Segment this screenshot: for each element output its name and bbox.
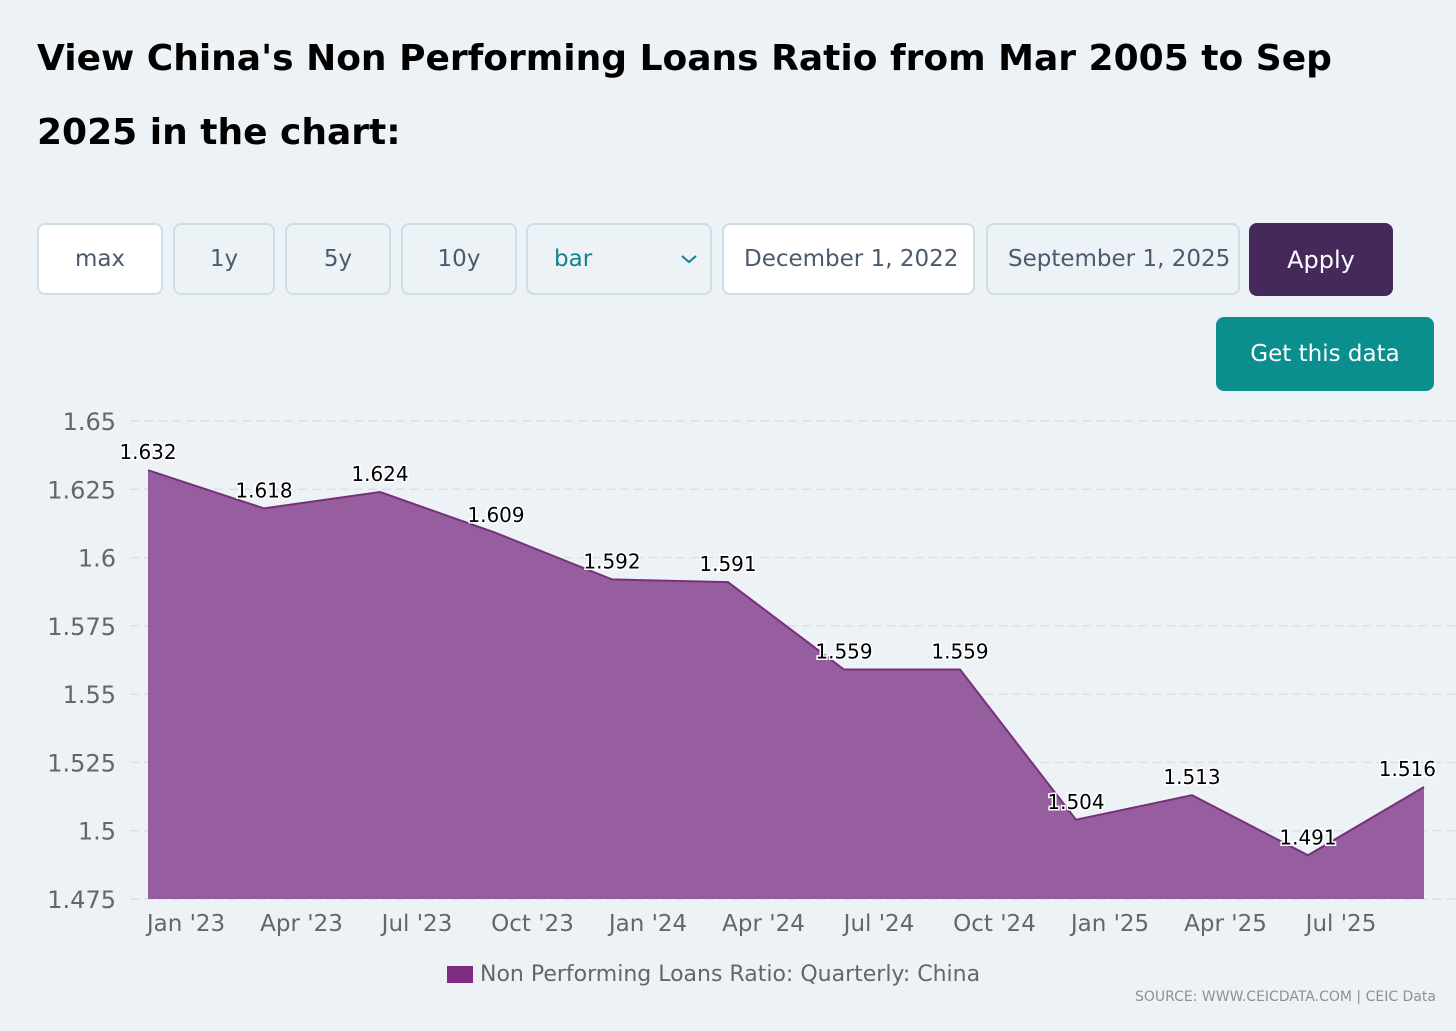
source-note: SOURCE: WWW.CEICDATA.COM | CEIC Data	[1134, 989, 1436, 1005]
data-label: 1.513	[1163, 765, 1220, 789]
chevron-down-icon	[681, 255, 697, 264]
data-label: 1.618	[235, 478, 292, 502]
start-date-input[interactable]: December 1, 2022	[722, 223, 975, 295]
series-area-fill	[148, 470, 1424, 899]
data-label: 1.609	[467, 503, 524, 527]
chart-type-value: bar	[554, 246, 593, 272]
x-tick-label: Jul '24	[842, 911, 915, 937]
y-tick-label: 1.6	[78, 545, 116, 573]
chart-legend[interactable]: Non Performing Loans Ratio: Quarterly: C…	[447, 961, 980, 987]
get-this-data-button[interactable]: Get this data	[1216, 317, 1434, 391]
data-label: 1.504	[1047, 790, 1104, 814]
range-10y-button[interactable]: 10y	[401, 223, 517, 295]
range-max-button[interactable]: max	[37, 223, 163, 295]
x-tick-label: Jan '25	[1069, 911, 1149, 937]
range-5y-button[interactable]: 5y	[285, 223, 391, 295]
x-tick-label: Jan '24	[607, 911, 687, 937]
y-tick-label: 1.625	[47, 476, 116, 504]
x-tick-label: Apr '24	[722, 911, 805, 937]
x-tick-label: Jul '23	[380, 911, 453, 937]
x-tick-label: Apr '23	[260, 911, 343, 937]
data-label: 1.632	[119, 440, 176, 464]
legend-swatch	[447, 965, 473, 983]
end-date-input[interactable]: September 1, 2025	[986, 223, 1240, 295]
data-label: 1.592	[583, 549, 640, 573]
x-tick-label: Jan '23	[145, 911, 225, 937]
data-label: 1.591	[699, 552, 756, 576]
y-tick-label: 1.575	[47, 613, 116, 641]
data-label: 1.559	[815, 640, 872, 664]
series-line	[147, 469, 1425, 857]
data-label: 1.491	[1279, 825, 1336, 849]
y-tick-label: 1.475	[47, 886, 116, 914]
y-axis-tick-labels: 1.475 1.5 1.525 1.55 1.575 1.6 1.625 1.65	[47, 408, 116, 914]
data-label: 1.559	[931, 640, 988, 664]
y-tick-label: 1.65	[63, 408, 116, 436]
y-tick-label: 1.5	[78, 818, 116, 846]
data-labels: 1.632 1.618 1.624 1.609 1.592 1.591 1.559 1.559…	[118, 439, 1438, 851]
x-tick-label: Oct '23	[491, 911, 574, 937]
legend-label: Non Performing Loans Ratio: Quarterly: C…	[480, 961, 981, 987]
x-tick-label: Apr '25	[1184, 911, 1267, 937]
data-label: 1.624	[351, 462, 408, 486]
y-tick-label: 1.525	[47, 749, 116, 777]
data-label: 1.516	[1379, 757, 1436, 781]
series-area	[147, 469, 1425, 899]
range-1y-button[interactable]: 1y	[173, 223, 275, 295]
x-axis-tick-labels: Jan '23 Apr '23 Jul '23 Oct '23 Jan '24 Apr '…	[145, 911, 1377, 937]
x-tick-label: Oct '24	[953, 911, 1036, 937]
x-tick-label: Jul '25	[1304, 911, 1377, 937]
page-title: View China's Non Performing Loans Ratio …	[37, 38, 1332, 153]
npl-ratio-chart: 1.475 1.5 1.525 1.55 1.575 1.6 1.625 1.65 1.632…	[47, 408, 1456, 937]
apply-button[interactable]: Apply	[1249, 223, 1393, 296]
chart-type-select[interactable]: bar	[526, 223, 712, 295]
y-tick-label: 1.55	[63, 681, 116, 709]
